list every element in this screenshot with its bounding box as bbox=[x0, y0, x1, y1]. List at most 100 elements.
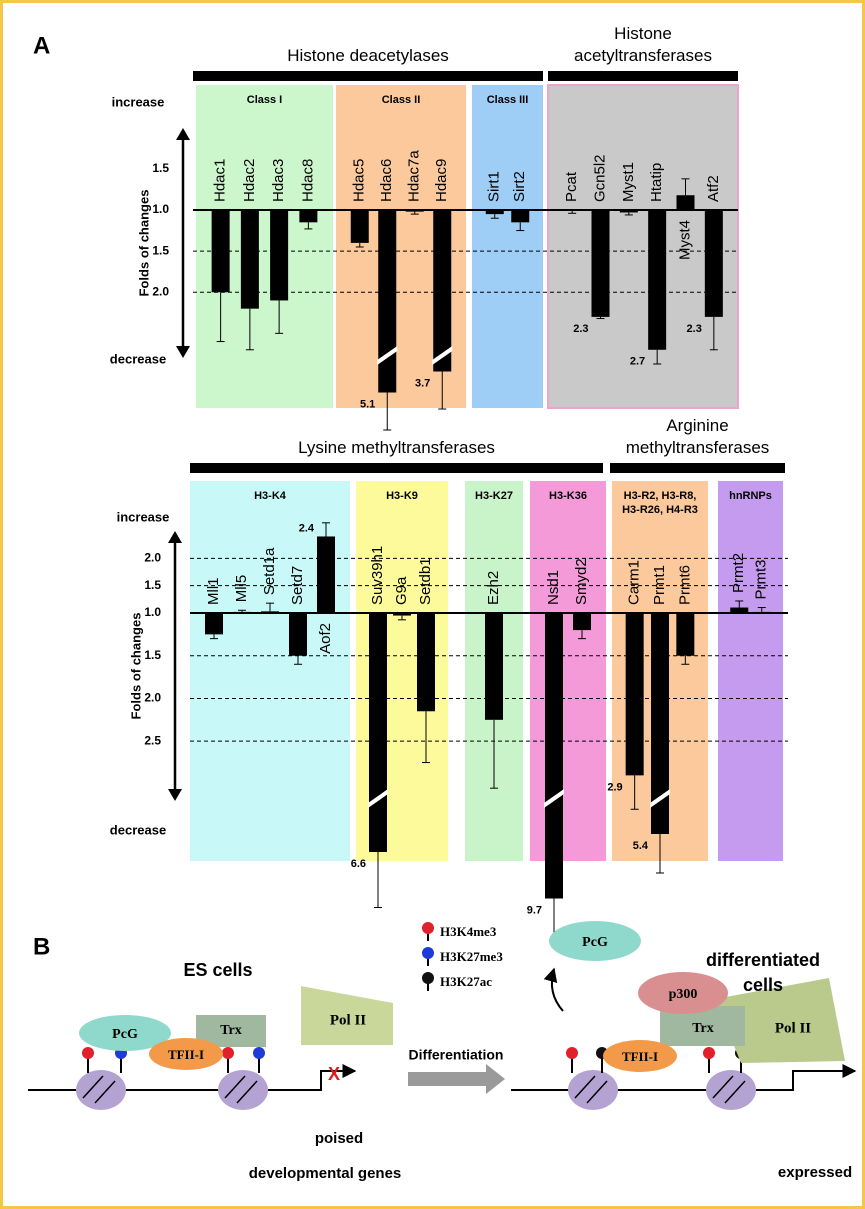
h3k27me3-mark bbox=[253, 1047, 265, 1059]
data-label: 2.3 bbox=[687, 323, 702, 335]
transition-arrow bbox=[408, 1064, 505, 1094]
axis-end-label: decrease bbox=[110, 351, 166, 366]
x-tick-label: Prmt6 bbox=[676, 565, 693, 605]
scheme-title: ES cells bbox=[153, 958, 283, 983]
nucleosome bbox=[76, 1070, 126, 1110]
y-tick-label: 1.5 bbox=[152, 243, 169, 257]
x-tick-label: Ezh2 bbox=[485, 571, 502, 605]
data-label: 5.1 bbox=[360, 398, 375, 410]
x-tick-label: Hdac1 bbox=[212, 159, 229, 202]
x-tick-label: Hdac5 bbox=[351, 159, 368, 202]
nucleosome bbox=[568, 1070, 618, 1110]
x-tick-label: Hdac9 bbox=[433, 159, 450, 202]
data-label: 2.9 bbox=[607, 781, 622, 793]
y-tick-label: 2.0 bbox=[152, 284, 169, 298]
family-title: Lysine methyltransferases bbox=[190, 437, 603, 459]
x-tick-label: Myst1 bbox=[620, 162, 637, 202]
bar bbox=[545, 613, 563, 899]
bar bbox=[626, 613, 644, 775]
group-label: Class I bbox=[200, 93, 329, 107]
legend-label: H3K4me3 bbox=[440, 924, 497, 939]
h3k4me3-mark bbox=[222, 1047, 234, 1059]
factor-label: Pol II bbox=[330, 1012, 366, 1028]
x-tick-label: Atf2 bbox=[705, 175, 722, 202]
bar bbox=[511, 210, 529, 222]
data-label: 2.3 bbox=[573, 323, 588, 335]
factor-label: p300 bbox=[669, 987, 698, 1002]
arrow-head bbox=[176, 346, 190, 358]
x-tick-label: Hdac6 bbox=[378, 159, 395, 202]
x-tick-label: Mll5 bbox=[233, 575, 250, 603]
bar bbox=[369, 613, 387, 852]
bar bbox=[351, 210, 369, 243]
x-tick-label: Smyd2 bbox=[573, 558, 590, 605]
x-tick-label: Prmt3 bbox=[753, 560, 770, 600]
h3k4me3-mark bbox=[566, 1047, 578, 1059]
x-tick-label: Prmt2 bbox=[730, 553, 747, 593]
legend-label: H3K27ac bbox=[440, 974, 492, 989]
axis-end-label: increase bbox=[117, 509, 170, 524]
h3k4me3-mark bbox=[703, 1047, 715, 1059]
axis-end-label: decrease bbox=[110, 822, 166, 837]
family-bar bbox=[190, 463, 603, 473]
group-label: hnRNPs bbox=[722, 489, 779, 503]
gene-state: expressed bbox=[778, 1164, 852, 1181]
arrow-head bbox=[168, 789, 182, 801]
group-box bbox=[472, 85, 543, 408]
x-tick-label: Hdac8 bbox=[299, 159, 316, 202]
x-tick-label: Hdac3 bbox=[270, 159, 287, 202]
family-bar bbox=[548, 71, 738, 81]
x-tick-label: Setd7 bbox=[289, 566, 306, 605]
legend-dot bbox=[422, 922, 434, 934]
y-tick-label: 1.0 bbox=[144, 605, 161, 619]
x-tick-label: G9a bbox=[393, 576, 410, 605]
figure-canvas: 1.5 1.5 2.0 1.0 increase decrease Folds of cha… bbox=[3, 3, 865, 1209]
family-bar bbox=[193, 71, 543, 81]
x-tick-label: Carm1 bbox=[626, 560, 643, 605]
factor-label: Pol II bbox=[775, 1020, 811, 1036]
bar bbox=[705, 210, 723, 317]
bar bbox=[299, 210, 317, 222]
y-tick-label: 1.5 bbox=[144, 578, 161, 592]
x-tick-label: Hdac2 bbox=[241, 159, 258, 202]
y-tick-label: 2.0 bbox=[144, 691, 161, 705]
nucleosome bbox=[218, 1070, 268, 1110]
bar bbox=[677, 195, 695, 210]
y-axis-title: Folds of changes bbox=[128, 613, 143, 720]
bar bbox=[417, 613, 435, 711]
axis-end-label: increase bbox=[112, 94, 165, 109]
x-tick-label: Aof2 bbox=[317, 623, 334, 654]
factor-label: PcG bbox=[582, 935, 608, 950]
x-tick-label: Suv39h1 bbox=[369, 546, 386, 605]
bar bbox=[676, 613, 694, 656]
x-tick-label: Setd1a bbox=[261, 547, 278, 595]
arrow-head bbox=[176, 128, 190, 140]
data-label: 6.6 bbox=[351, 858, 366, 870]
y-tick-label: 2.0 bbox=[144, 551, 161, 565]
group-label: H3-K4 bbox=[194, 489, 346, 503]
bar bbox=[289, 613, 307, 656]
bar bbox=[205, 613, 223, 634]
data-label: 2.4 bbox=[299, 522, 315, 534]
group-label: H3-K36 bbox=[534, 489, 602, 503]
bar bbox=[317, 536, 335, 613]
data-label: 3.7 bbox=[415, 377, 430, 389]
bar bbox=[573, 613, 591, 630]
factor-label: Trx bbox=[692, 1021, 714, 1036]
legend-dot bbox=[422, 972, 434, 984]
arrow-label: Differentiation bbox=[409, 1047, 504, 1063]
factor-label: Trx bbox=[220, 1023, 242, 1038]
y-tick-label: 1.0 bbox=[152, 202, 169, 216]
gene-state: poised bbox=[315, 1130, 363, 1147]
scheme-title: differentiated cells bbox=[698, 948, 828, 998]
bar bbox=[648, 210, 666, 350]
bar bbox=[485, 613, 503, 720]
panel-label: A bbox=[33, 32, 50, 59]
group-box bbox=[718, 481, 783, 861]
release-arrow bbox=[552, 969, 563, 1011]
factor-label: TFII-I bbox=[168, 1047, 204, 1062]
bar bbox=[433, 210, 451, 372]
x-tick-label: Nsd1 bbox=[545, 570, 562, 605]
x-tick-label: Hdac7a bbox=[406, 150, 423, 202]
group-label: H3-R2, H3-R8, H3-R26, H4-R3 bbox=[616, 489, 704, 517]
